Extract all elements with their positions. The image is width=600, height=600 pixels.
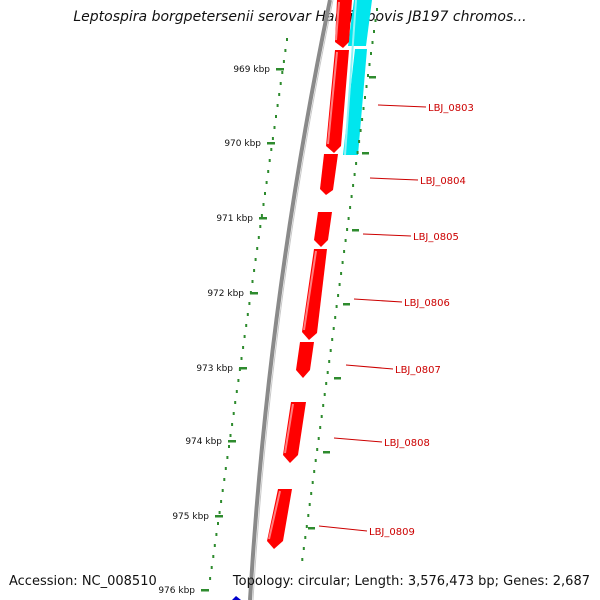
- genome-backbone-highlight: [252, 0, 334, 600]
- gene-arrow[interactable]: [283, 402, 306, 463]
- gc-skew-track-outer: [301, 8, 378, 561]
- gene-arrow[interactable]: [296, 342, 314, 378]
- ruler-tick-label: 973 kbp: [196, 364, 233, 374]
- gene-label[interactable]: LBJ_0805: [413, 232, 459, 243]
- cds-feature[interactable]: [348, 0, 372, 46]
- cds-feature[interactable]: [343, 49, 367, 155]
- gene-arrow[interactable]: [326, 50, 349, 153]
- gene-label[interactable]: LBJ_0808: [384, 438, 430, 449]
- ruler-tick-label: 972 kbp: [207, 289, 244, 299]
- ruler-tick-label: 976 kbp: [158, 586, 195, 596]
- gene-features: [267, 0, 352, 549]
- cds-track: [343, 0, 372, 156]
- gene-label[interactable]: LBJ_0803: [428, 103, 474, 114]
- gene-arrow[interactable]: [302, 249, 327, 340]
- gene-arrow[interactable]: [314, 212, 332, 247]
- coordinate-ruler: 969 kbp 970 kbp 971 kbp 972 kbp 973 kbp 974 k…: [158, 65, 284, 596]
- ruler-tick-label: 969 kbp: [233, 65, 270, 75]
- gene-arrow[interactable]: [335, 0, 352, 48]
- gene-label[interactable]: LBJ_0807: [395, 365, 441, 376]
- gene-label[interactable]: LBJ_0809: [369, 527, 415, 538]
- ruler-tick-label: 975 kbp: [172, 512, 209, 522]
- accession-text: Accession: NC_008510: [9, 574, 157, 589]
- genome-summary-text: Topology: circular; Length: 3,576,473 bp…: [232, 574, 590, 589]
- gene-labels: LBJ_0803 LBJ_0804 LBJ_0805 LBJ_0806 LBJ_0807…: [318, 103, 474, 538]
- ruler-tick-label: 970 kbp: [224, 139, 261, 149]
- gene-label[interactable]: LBJ_0806: [404, 298, 450, 309]
- ruler-tick-label: 971 kbp: [216, 214, 253, 224]
- genome-backbone: [248, 0, 332, 600]
- gene-label[interactable]: LBJ_0804: [420, 176, 466, 187]
- gene-arrow[interactable]: [320, 154, 338, 195]
- map-title: Leptospira borgpetersenii serovar Hardjo…: [73, 9, 527, 25]
- gene-arrow[interactable]: [267, 489, 292, 549]
- blue-feature-marker[interactable]: [232, 596, 241, 600]
- ruler-tick-label: 974 kbp: [185, 437, 222, 447]
